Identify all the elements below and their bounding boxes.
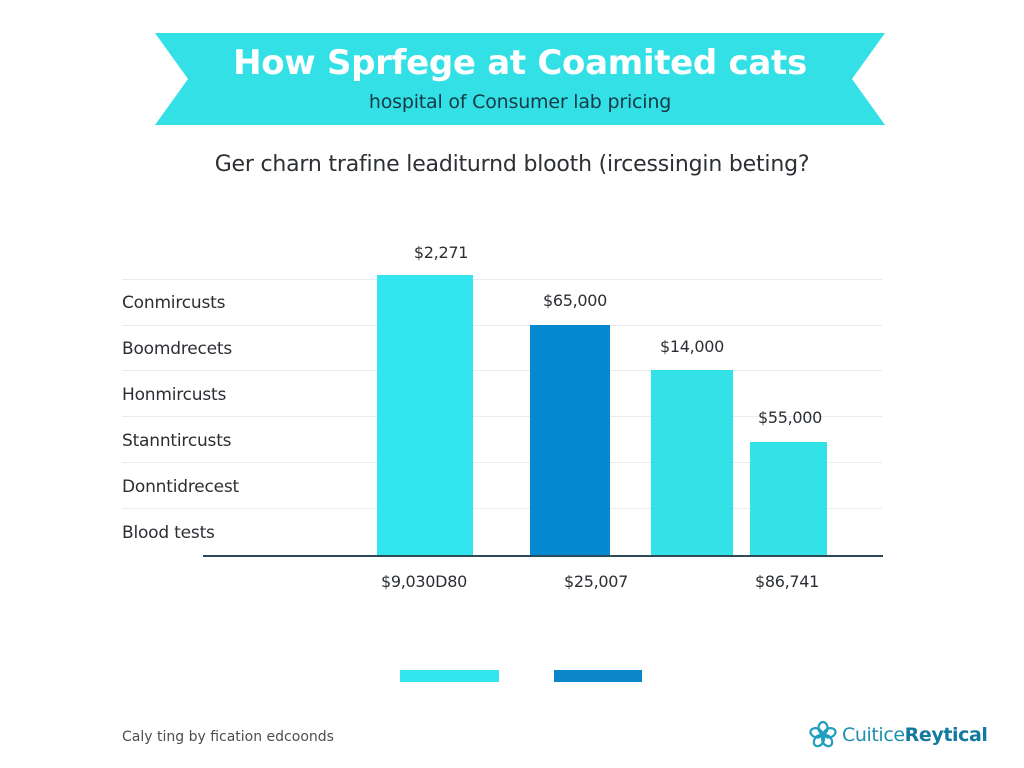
row-label: Honmircusts xyxy=(122,385,227,405)
x-axis-label: $86,741 xyxy=(755,572,820,591)
bar-2 xyxy=(530,325,610,556)
brand-name-part1: Cuitice xyxy=(842,724,905,746)
row-label: Boomdrecets xyxy=(122,339,233,359)
x-axis-label: $9,030D80 xyxy=(381,572,467,591)
legend-swatch-light xyxy=(400,670,499,682)
x-axis-line xyxy=(203,555,883,557)
chart-question: Ger charn trafine leaditurnd blooth (irc… xyxy=(214,152,810,177)
row-label: Conmircusts xyxy=(122,293,226,313)
row-label: Blood tests xyxy=(122,523,215,543)
legend-swatch-dark xyxy=(554,670,642,682)
gridline xyxy=(122,416,882,417)
row-label: Stanntircusts xyxy=(122,431,232,451)
brand-name: CuiticeReytical xyxy=(842,724,988,746)
flower-icon xyxy=(809,720,837,748)
bar-value-label: $55,000 xyxy=(757,408,823,427)
gridline xyxy=(122,508,882,509)
ribbon-shape xyxy=(155,33,885,125)
bar-value-label: $2,271 xyxy=(413,243,469,262)
gridline xyxy=(122,370,882,371)
bar-1 xyxy=(377,275,473,556)
gridline xyxy=(122,325,882,326)
bar-3 xyxy=(651,370,733,556)
bar-value-label: $14,000 xyxy=(659,337,725,356)
x-axis-label: $25,007 xyxy=(564,572,629,591)
gridline xyxy=(122,462,882,463)
bar-4 xyxy=(750,442,827,556)
bar-value-label: $65,000 xyxy=(542,291,608,310)
gridline xyxy=(122,279,882,280)
brand-logo: CuiticeReytical xyxy=(808,720,988,750)
chart-subtitle: hospital of Consumer lab pricing xyxy=(368,91,672,113)
brand-name-part2: Reytical xyxy=(904,724,988,746)
title-banner: How Sprfege at Coamited cats hospital of… xyxy=(155,33,885,125)
source-note: Caly ting by fication edcoonds xyxy=(122,729,334,745)
row-label: Donntidrecest xyxy=(122,477,240,497)
chart-title: How Sprfege at Coamited cats xyxy=(233,43,807,83)
